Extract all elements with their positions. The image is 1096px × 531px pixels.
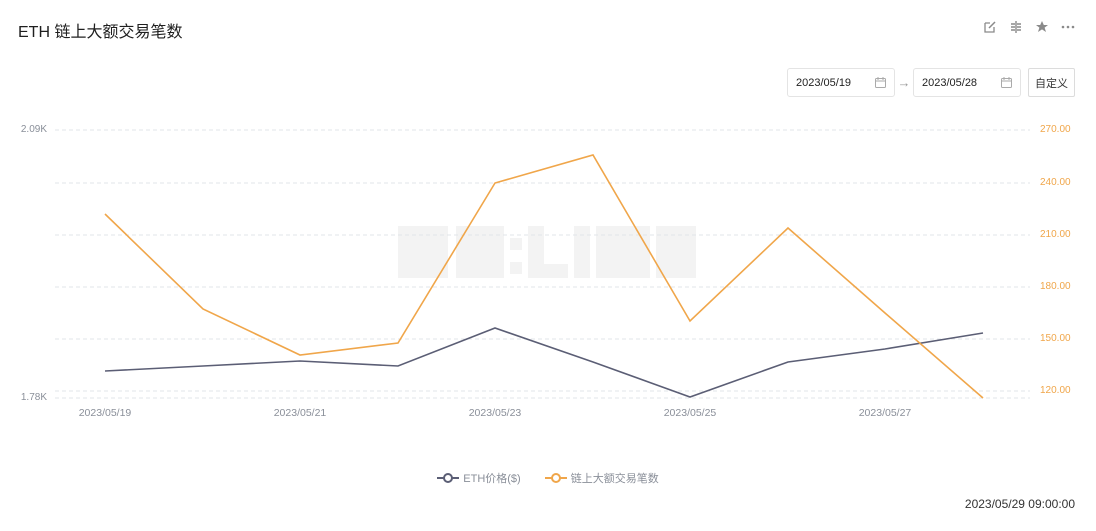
x-tick: 2023/05/19	[78, 407, 132, 419]
calendar-icon	[1001, 77, 1012, 88]
chart-legend: ETH价格($) 链上大额交易笔数	[0, 470, 1096, 486]
star-icon	[1036, 21, 1048, 32]
start-date-input[interactable]: 2023/05/19	[787, 68, 895, 97]
y-left-tick: 2.09K	[20, 124, 47, 135]
line-marker-icon	[437, 473, 460, 483]
legend-label: 链上大额交易笔数	[570, 473, 659, 485]
legend-item-large-tx-count[interactable]: 链上大额交易笔数	[544, 470, 659, 486]
y-right-tick: 210.00	[1040, 229, 1071, 240]
edit-button[interactable]	[982, 19, 998, 35]
x-tick: 2023/05/27	[858, 407, 912, 419]
edit-icon	[984, 21, 996, 33]
compare-icon	[1011, 21, 1021, 33]
page-title: ETH 链上大额交易笔数	[18, 24, 183, 41]
x-tick: 2023/05/25	[663, 407, 717, 419]
favorite-button[interactable]	[1034, 19, 1050, 35]
y-right-tick: 270.00	[1040, 124, 1071, 135]
more-icon	[1061, 25, 1075, 29]
arrow-right-icon: →	[897, 75, 911, 90]
calendar-icon	[875, 77, 886, 88]
legend-label: ETH价格($)	[463, 473, 521, 485]
end-date-value: 2023/05/28	[922, 76, 978, 89]
compare-button[interactable]	[1008, 19, 1024, 35]
grid-lines	[55, 129, 1030, 399]
x-tick: 2023/05/23	[468, 407, 522, 419]
date-range-picker: 2023/05/19 → 2023/05/28 自定义	[787, 68, 1075, 97]
update-timestamp: 2023/05/29 09:00:00	[964, 497, 1075, 511]
y-right-tick: 240.00	[1040, 177, 1071, 188]
x-tick: 2023/05/21	[273, 407, 327, 419]
end-date-input[interactable]: 2023/05/28	[913, 68, 1021, 97]
y-right-tick: 180.00	[1040, 281, 1071, 292]
chart-toolbar	[982, 19, 1076, 35]
legend-item-eth-price[interactable]: ETH价格($)	[437, 470, 521, 486]
start-date-value: 2023/05/19	[796, 76, 852, 89]
line-marker-icon	[544, 473, 567, 483]
custom-range-button[interactable]: 自定义	[1028, 68, 1075, 97]
y-left-tick: 1.78K	[20, 392, 47, 403]
y-right-tick: 150.00	[1040, 333, 1071, 344]
series-large-tx-count	[104, 154, 984, 399]
series-eth-price	[104, 327, 984, 398]
y-right-tick: 120.00	[1040, 385, 1071, 396]
more-button[interactable]	[1060, 19, 1076, 35]
